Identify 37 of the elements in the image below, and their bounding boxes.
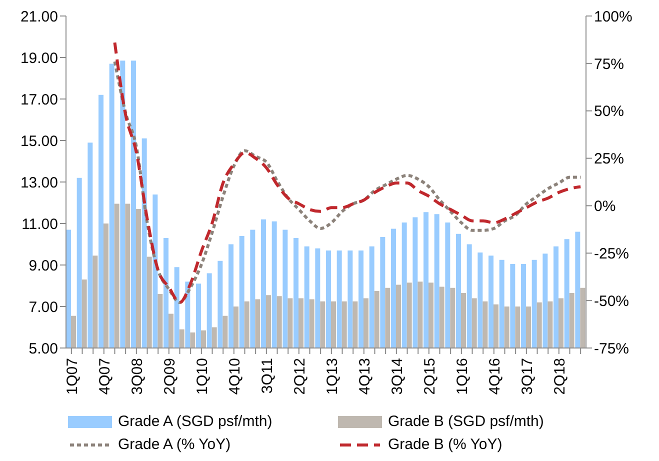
- y-tick-label: 13.00: [20, 174, 58, 192]
- y2-tick-label: 50%: [594, 103, 624, 120]
- x-tick-label: 3Q17: [519, 358, 536, 395]
- y2-tick-label: 25%: [594, 150, 624, 168]
- x-tick-label: 4Q07: [96, 358, 114, 395]
- legend-label: Grade A (% YoY): [118, 436, 231, 453]
- x-tick-label: 2Q09: [162, 358, 179, 395]
- x-tick-label: 3Q08: [129, 358, 146, 395]
- y-tick-label: 19.00: [20, 50, 58, 67]
- y2-tick-label: 0%: [594, 198, 616, 216]
- y-tick-label: 17.00: [20, 91, 58, 108]
- x-tick-label: 1Q07: [64, 358, 82, 395]
- x-tick-label: 2Q15: [422, 358, 439, 395]
- y-tick-label: 7.00: [28, 298, 58, 316]
- x-tick-label: 2Q12: [292, 358, 309, 395]
- legend-label: Grade B (% YoY): [388, 436, 502, 453]
- x-tick-label: 1Q13: [324, 358, 342, 395]
- y2-tick-label: 100%: [594, 8, 632, 26]
- x-tick-label: 4Q13: [356, 358, 374, 395]
- legend-label: Grade B (SGD psf/mth): [388, 413, 544, 430]
- x-tick-label: 3Q11: [259, 358, 276, 394]
- x-tick-label: 4Q16: [486, 358, 504, 395]
- y-tick-label: 9.00: [28, 257, 58, 274]
- x-tick-label: 4Q10: [226, 358, 244, 395]
- legend-label: Grade A (SGD psf/mth): [118, 413, 272, 430]
- y-tick-label: 21.00: [20, 8, 58, 26]
- y-tick-label: 11.00: [22, 216, 58, 233]
- y-tick-label: 5.00: [28, 340, 58, 358]
- y2-tick-label: 75%: [594, 56, 624, 73]
- y2-tick-label: -25%: [594, 245, 630, 262]
- x-tick-label: 1Q10: [194, 358, 212, 395]
- x-tick-label: 3Q14: [389, 358, 406, 395]
- y2-tick-label: -50%: [594, 292, 630, 310]
- y2-tick-label: -75%: [594, 340, 630, 358]
- y-tick-label: 15.00: [20, 132, 58, 150]
- x-tick-label: 1Q16: [454, 358, 472, 395]
- x-tick-label: 2Q18: [552, 358, 569, 395]
